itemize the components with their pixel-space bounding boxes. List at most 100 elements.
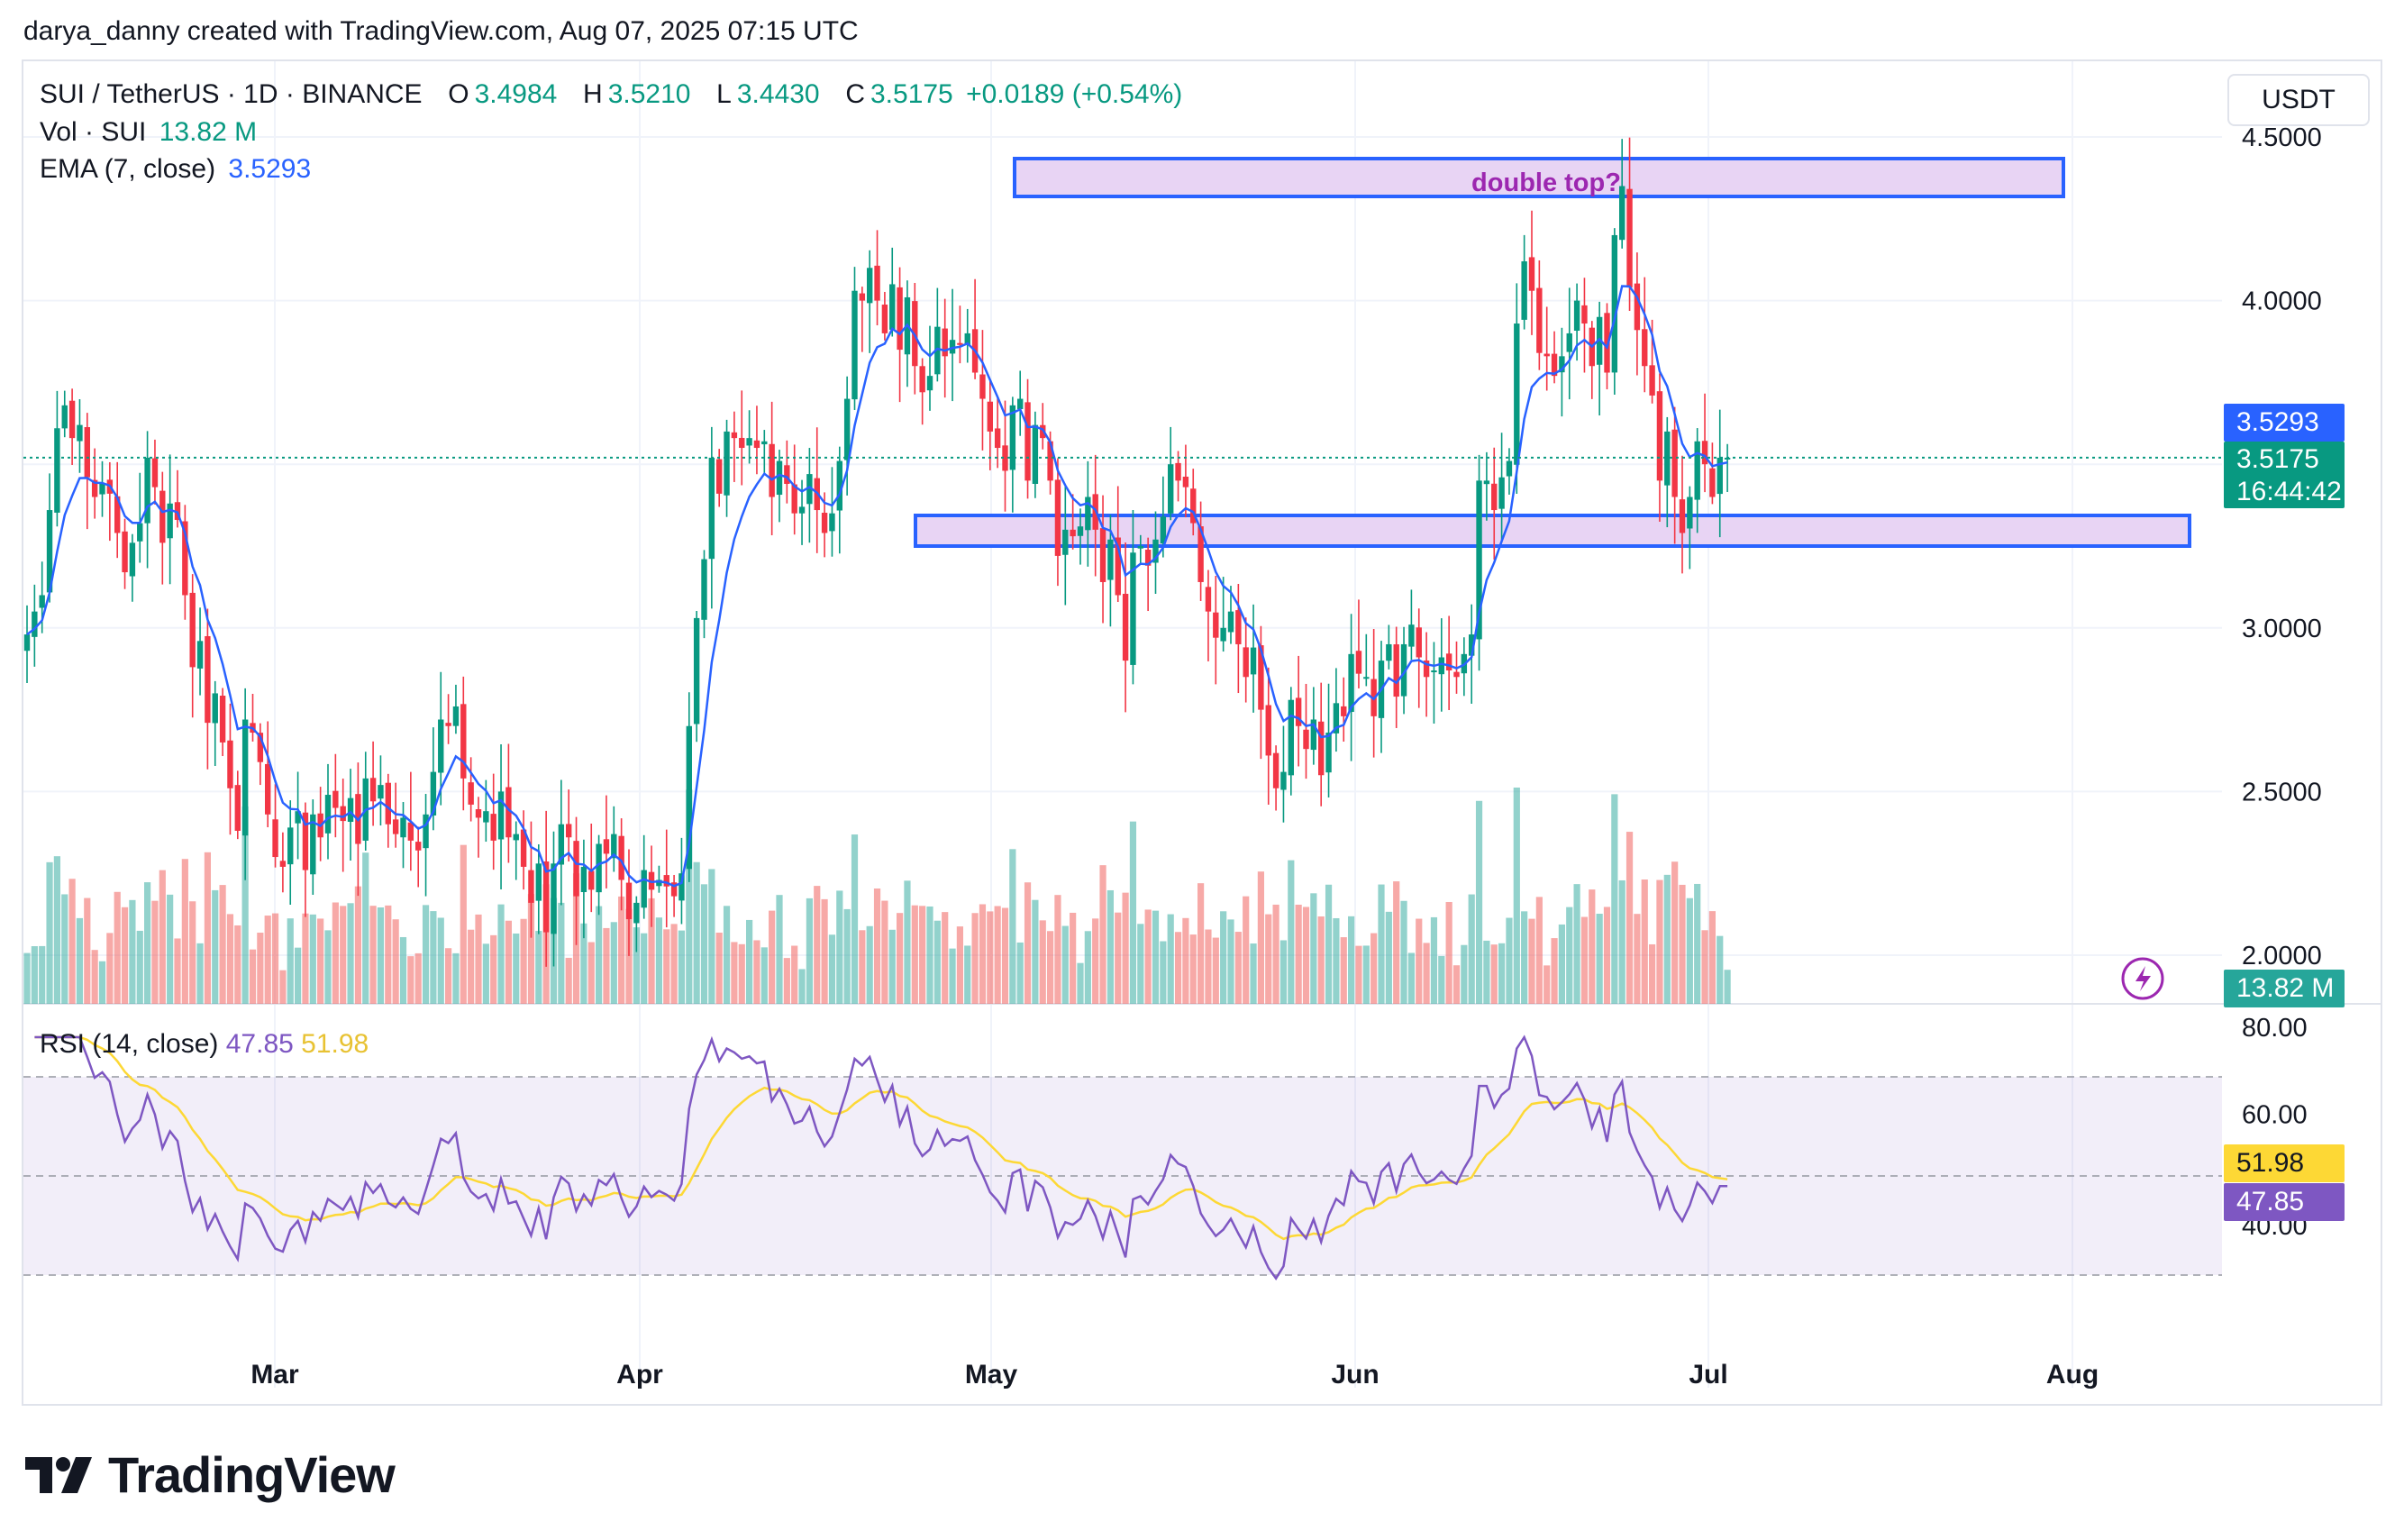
support-zone[interactable] [914, 514, 2191, 548]
price-axis-tick: 3.0000 [2242, 615, 2322, 643]
volume-bar [1032, 899, 1039, 1004]
candle-body [1469, 634, 1475, 656]
volume-bar [633, 927, 640, 1004]
candle-body [1596, 316, 1603, 365]
candle-body [490, 814, 496, 841]
candle-body [1070, 529, 1076, 537]
volume-bar [535, 931, 542, 1004]
candle-body [1506, 460, 1513, 477]
volume-bar [881, 900, 888, 1004]
volume-bar [1061, 925, 1069, 1004]
volume-bar [776, 895, 783, 1004]
candle-body [1220, 627, 1226, 642]
tradingview-logo[interactable]: TradingView [25, 1445, 396, 1504]
volume-bar [798, 969, 806, 1004]
volume-bar [482, 943, 489, 1004]
volume-bar [1694, 883, 1701, 1004]
volume-bar [580, 923, 587, 1004]
volume-bar [1355, 945, 1362, 1004]
volume-bar [888, 929, 896, 1004]
candle-body [279, 861, 287, 867]
volume-bar [1084, 931, 1091, 1004]
candle-body [1528, 257, 1535, 291]
candle-body [91, 479, 98, 497]
candle-body [1341, 706, 1347, 716]
volume-bar [1708, 911, 1716, 1004]
ema-line [26, 285, 1728, 888]
volume-bar [1054, 895, 1061, 1004]
volume-bar [655, 917, 662, 1004]
candle-body [423, 814, 429, 849]
candle-body [340, 806, 346, 822]
volume-bar [1362, 945, 1370, 1004]
volume-bar [618, 896, 625, 1004]
candle-body [1182, 476, 1189, 488]
candle-body [1694, 441, 1700, 500]
volume-bar [1490, 944, 1498, 1004]
volume-bar [942, 912, 949, 1004]
candle-body [1491, 483, 1498, 511]
rsi-label[interactable]: RSI (14, close) [40, 1029, 219, 1059]
candle-body [174, 502, 181, 520]
candle-body [1521, 261, 1527, 320]
volume-bar [271, 913, 279, 1004]
volume-bar [1099, 865, 1106, 1004]
volume-bar [295, 947, 302, 1004]
candle-body [580, 866, 587, 892]
time-axis-tick: Jun [1331, 1360, 1379, 1390]
candle-body [1536, 287, 1543, 353]
volume-label[interactable]: Vol · SUI [40, 117, 147, 147]
candle-body [1400, 643, 1407, 697]
candle-body [1626, 188, 1633, 288]
volume-bar [1070, 912, 1077, 1004]
volume-bar [1483, 940, 1490, 1004]
candle-body [843, 398, 851, 460]
low-value: 3.4430 [736, 79, 820, 109]
candle-body [641, 870, 647, 908]
volume-bar [964, 945, 971, 1004]
ema-label[interactable]: EMA (7, close) [40, 154, 216, 184]
volume-bar [926, 906, 933, 1004]
candle-body [54, 428, 60, 513]
volume-bar [625, 908, 633, 1004]
volume-bar [1310, 893, 1317, 1004]
volume-bar [68, 879, 76, 1004]
symbol-label[interactable]: SUI / TetherUS · 1D · BINANCE [40, 79, 423, 109]
candle-body [483, 811, 489, 823]
volume-bar [490, 934, 497, 1004]
volume-bar [1250, 943, 1257, 1004]
candle-body [625, 882, 633, 920]
candle-body [332, 790, 339, 808]
volume-bar [1197, 883, 1205, 1004]
volume-bar [1603, 907, 1611, 1004]
double-top-zone[interactable] [1013, 157, 2065, 198]
volume-bar [1333, 917, 1340, 1004]
volume-bar [1265, 914, 1272, 1004]
candle-body [881, 305, 888, 333]
candle-body [957, 342, 963, 345]
candle-body [347, 797, 354, 823]
candle-body [739, 437, 745, 449]
candle-body [39, 595, 45, 608]
candle-body [234, 785, 241, 831]
candle-body [1168, 464, 1174, 514]
volume-bar [897, 913, 904, 1004]
candle-body [302, 812, 309, 870]
volume-bar [121, 907, 129, 1004]
candle-body [295, 811, 301, 824]
candle-body [1258, 645, 1264, 710]
rsi-axis-tick: 60.00 [2242, 1100, 2308, 1129]
volume-bar [1302, 907, 1310, 1004]
candle-body [310, 814, 316, 875]
volume-bar [249, 949, 257, 1004]
candle-body [287, 827, 294, 865]
currency-selector[interactable]: USDT [2227, 74, 2370, 126]
volume-bar [1243, 896, 1250, 1004]
volume-bar [1589, 889, 1596, 1004]
volume-bar [753, 940, 760, 1004]
volume-bar [1543, 965, 1551, 1004]
volume-bar [1077, 962, 1084, 1004]
volume-bar [836, 890, 843, 1004]
candle-body [189, 592, 196, 668]
